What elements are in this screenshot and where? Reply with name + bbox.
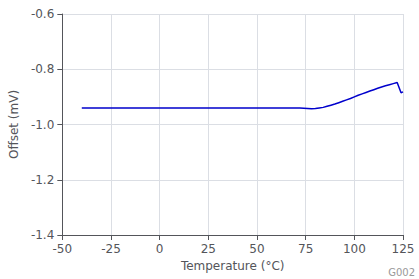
svg-text:100: 100 <box>343 242 366 256</box>
svg-text:-0.8: -0.8 <box>31 62 54 76</box>
svg-text:G002: G002 <box>388 267 415 278</box>
svg-text:50: 50 <box>249 242 264 256</box>
svg-text:-0.6: -0.6 <box>31 7 54 21</box>
svg-text:25: 25 <box>201 242 216 256</box>
svg-text:Offset (mV): Offset (mV) <box>7 90 21 159</box>
svg-text:125: 125 <box>392 242 415 256</box>
svg-text:75: 75 <box>298 242 313 256</box>
svg-text:-1.0: -1.0 <box>31 118 54 132</box>
svg-text:-50: -50 <box>53 242 73 256</box>
svg-text:-1.2: -1.2 <box>31 173 54 187</box>
svg-text:Temperature (°C): Temperature (°C) <box>180 259 285 273</box>
svg-text:-1.4: -1.4 <box>31 228 54 242</box>
svg-text:0: 0 <box>156 242 164 256</box>
svg-text:-25: -25 <box>101 242 121 256</box>
